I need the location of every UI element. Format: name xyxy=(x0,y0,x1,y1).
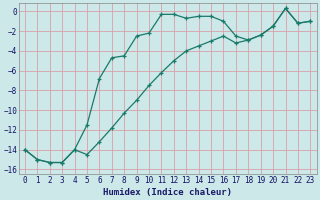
X-axis label: Humidex (Indice chaleur): Humidex (Indice chaleur) xyxy=(103,188,232,197)
